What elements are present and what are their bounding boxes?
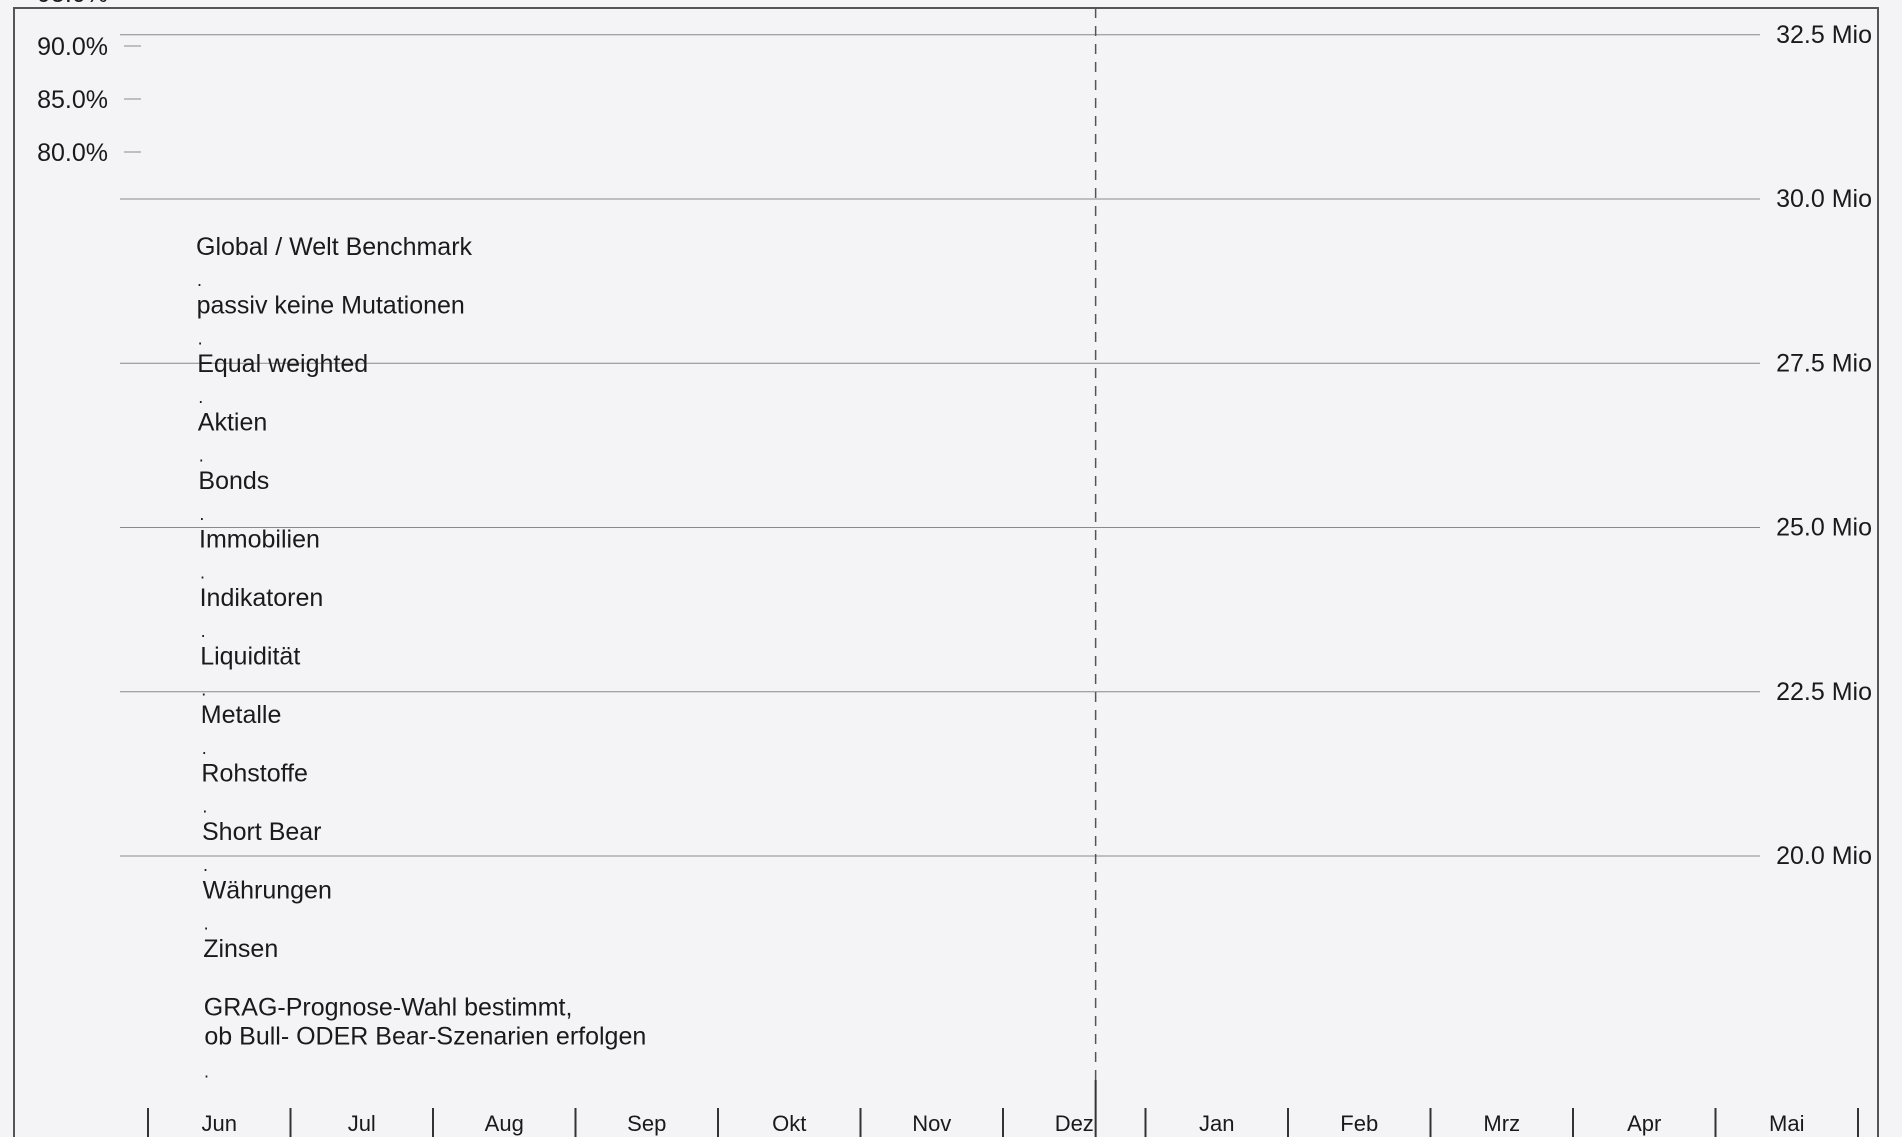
right-tick-label: 25.0 Mio [1776, 514, 1872, 542]
legend-item: Equal weighted [197, 350, 368, 378]
legend-separator: . [201, 680, 206, 700]
legend-separator: . [204, 914, 209, 934]
legend-item: Zinsen [203, 935, 278, 963]
left-tick-label: 80.0% [37, 139, 108, 167]
month-label: Sep [627, 1111, 666, 1136]
month-label: Mrz [1483, 1111, 1520, 1136]
chart-frame [13, 7, 1879, 1137]
legend: Global / Welt Benchmark.passiv keine Mut… [196, 233, 646, 1082]
legend-item: Short Bear [202, 818, 322, 846]
legend-item: ob Bull- ODER Bear-Szenarien erfolgen [204, 1023, 646, 1051]
legend-item: Bonds [198, 467, 269, 495]
right-tick-label: 27.5 Mio [1776, 349, 1872, 377]
month-label: Dez [1055, 1111, 1094, 1136]
legend-item: Indikatoren [200, 584, 324, 612]
right-tick-label: 22.5 Mio [1776, 678, 1872, 706]
month-label: Jul [348, 1111, 376, 1136]
legend-separator: . [203, 855, 208, 875]
legend-item: Währungen [203, 877, 332, 905]
left-tick-label: 95.0% [37, 0, 108, 8]
legend-item: passiv keine Mutationen [197, 292, 465, 320]
left-tick-label: 90.0% [37, 33, 108, 61]
month-label: Apr [1627, 1111, 1661, 1136]
legend-item: Rohstoffe [201, 760, 308, 788]
month-label: Jan [1199, 1111, 1234, 1136]
legend-item: GRAG-Prognose-Wahl bestimmt, [204, 994, 573, 1022]
right-tick-label: 32.5 Mio [1776, 21, 1872, 49]
month-label: Mai [1769, 1111, 1804, 1136]
legend-separator: . [198, 329, 203, 349]
legend-separator: . [199, 504, 204, 524]
legend-separator: . [198, 387, 203, 407]
month-label: Jun [202, 1111, 237, 1136]
right-tick-label: 20.0 Mio [1776, 842, 1872, 870]
legend-separator: . [204, 1062, 209, 1082]
month-label: Feb [1340, 1111, 1378, 1136]
legend-separator: . [199, 446, 204, 466]
right-tick-label: 30.0 Mio [1776, 185, 1872, 213]
left-tick-label: 85.0% [37, 86, 108, 114]
legend-item: Metalle [201, 701, 282, 729]
legend-item: Global / Welt Benchmark [196, 233, 473, 261]
legend-separator: . [197, 270, 202, 290]
legend-separator: . [202, 738, 207, 758]
grid-layer [120, 8, 1760, 1080]
legend-item: Aktien [198, 409, 267, 437]
month-label: Okt [772, 1111, 806, 1136]
month-label: Nov [912, 1111, 951, 1136]
left-axis: 145.0%140.0%135.0%130.0%125.0%120.0%115.… [37, 0, 141, 167]
legend-separator: . [200, 563, 205, 583]
legend-separator: . [202, 797, 207, 817]
legend-item: Liquidität [200, 643, 300, 671]
x-axis: Jun Jul Aug Sep Okt Nov Dez Jan Feb Mrz Apr Mai [147, 1080, 1859, 1137]
legend-item: Immobilien [199, 526, 320, 554]
legend-separator: . [201, 621, 206, 641]
month-label: Aug [485, 1111, 524, 1136]
